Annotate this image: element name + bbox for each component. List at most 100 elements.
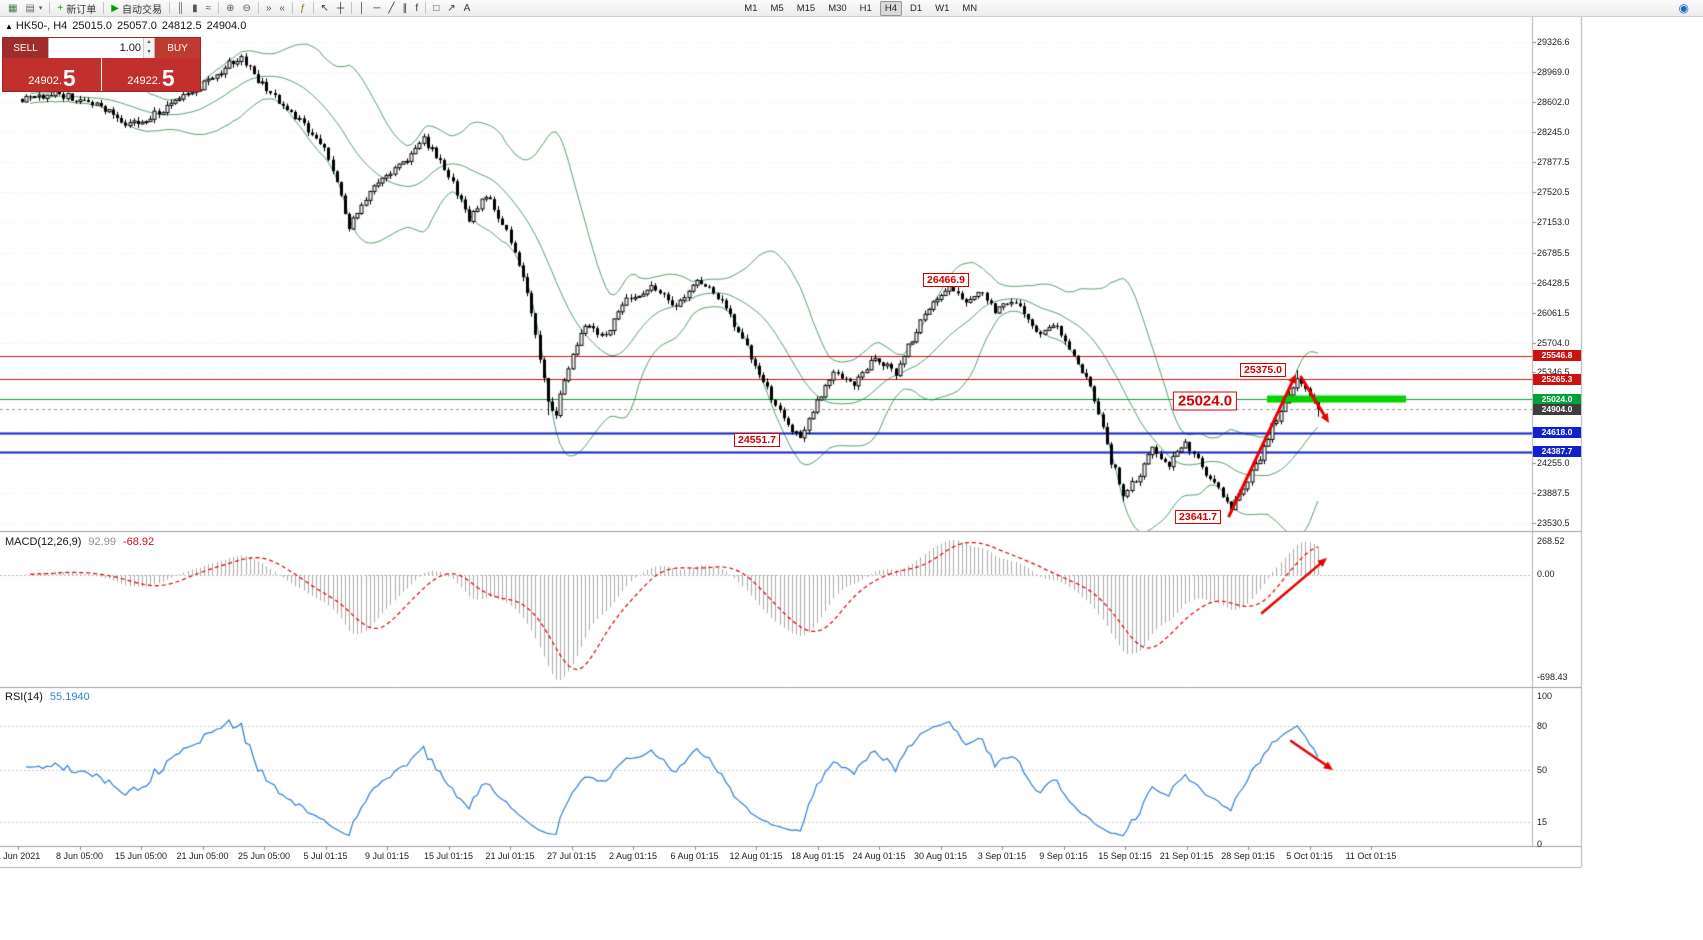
ohlc-open: 25015.0 — [72, 20, 113, 32]
timeframe-mn-button[interactable]: MN — [962, 2, 978, 14]
price-axis-label: 27877.5 — [1537, 157, 1570, 168]
macd-signal-value: -68.92 — [122, 536, 155, 548]
rsi-axis-label: 15 — [1537, 816, 1548, 827]
price-axis-label: 25346.5 — [1537, 367, 1570, 378]
toolbar-separator — [103, 2, 105, 14]
rsi-axis-label: 0 — [1537, 839, 1543, 849]
rsi-axis-label: 80 — [1537, 720, 1548, 731]
volume-increase-button[interactable]: ▲ — [144, 38, 154, 48]
time-axis-label: 3 Sep 01:15 — [977, 851, 1027, 861]
new-chart-button[interactable]: ▦ — [4, 1, 21, 16]
time-axis-label: 9 Sep 01:15 — [1039, 851, 1088, 861]
timeframe-h4-button[interactable]: H4 — [879, 0, 902, 16]
horizontal-line-button[interactable]: ─ — [369, 1, 384, 16]
chart-shift-button[interactable]: « — [275, 1, 289, 16]
toolbar-separator — [351, 2, 353, 14]
cursor-icon: ↖ — [320, 2, 329, 14]
timeframe-h1-button[interactable]: H1 — [859, 2, 872, 14]
timeframe-m1-button[interactable]: M1 — [744, 2, 758, 14]
toolbar-separator — [257, 2, 259, 14]
price-tag: 25024.0 — [1533, 393, 1581, 405]
vertical-line-icon: │ — [359, 2, 366, 14]
new-order-button[interactable]: + 新订单 — [53, 1, 100, 16]
ohlc-close: 24904.0 — [206, 20, 247, 32]
text-button[interactable]: A — [460, 1, 475, 16]
zoom-out-icon: ⊖ — [242, 2, 251, 14]
one-click-expander-icon[interactable]: ▲ — [5, 22, 13, 31]
rsi-name: RSI(14) — [5, 691, 43, 703]
buy-price-display[interactable]: 24922. 5 — [102, 58, 200, 91]
time-axis-label: 21 Sep 01:15 — [1159, 851, 1214, 861]
crosshair-button[interactable]: ┼ — [333, 1, 348, 16]
line-chart-button[interactable]: ≈ — [202, 1, 216, 16]
macd-indicator-label: MACD(12,26,9) 92.99 -68.92 — [5, 536, 161, 548]
time-axis-label: 1 Jun 2021 — [0, 851, 41, 861]
price-annotation[interactable]: 23641.7 — [1175, 510, 1221, 524]
chart-shift-icon: « — [279, 2, 285, 14]
macd-main-value: 92.99 — [88, 536, 116, 548]
price-axis-label: 23887.5 — [1537, 488, 1570, 499]
cursor-button[interactable]: ↖ — [317, 1, 333, 16]
zoom-in-button[interactable]: ⊕ — [222, 1, 238, 16]
indicators-button[interactable]: ƒ — [296, 1, 310, 16]
timeframe-m5-button[interactable]: M5 — [770, 2, 784, 14]
indicators-icon: ƒ — [299, 2, 306, 14]
timeframe-d1-button[interactable]: D1 — [909, 2, 923, 14]
price-annotation[interactable]: 25375.0 — [1240, 363, 1286, 377]
price-tag: 25546.8 — [1533, 350, 1581, 362]
buy-button[interactable]: BUY — [155, 38, 200, 58]
sell-button[interactable]: SELL — [3, 38, 48, 58]
candlestick-chart-button[interactable]: ▮ — [188, 1, 202, 16]
fibonacci-icon: f — [415, 2, 419, 14]
equidistant-channel-icon: ∥ — [402, 2, 408, 14]
time-axis-label: 21 Jul 01:15 — [485, 851, 535, 861]
bars-chart-button[interactable]: ║ — [173, 1, 188, 16]
price-axis-label: 26785.5 — [1537, 247, 1570, 258]
equidistant-channel-button[interactable]: ∥ — [398, 1, 411, 16]
sell-price-pip: 5 — [62, 65, 76, 91]
volume-field: ▲ ▼ — [48, 38, 155, 58]
arrows-button[interactable]: ↗ — [443, 1, 459, 16]
timeframe-w1-button[interactable]: W1 — [935, 2, 950, 14]
one-click-trading-panel: SELL ▲ ▼ BUY 24902.5 24922.5 — [2, 37, 201, 92]
fibonacci-button[interactable]: f — [411, 1, 422, 16]
volume-input[interactable] — [49, 38, 154, 58]
volume-decrease-button[interactable]: ▼ — [144, 48, 154, 58]
sell-price-main: 24902. — [28, 75, 62, 87]
price-tag: 25265.3 — [1533, 373, 1581, 385]
vertical-line-button[interactable]: │ — [355, 1, 369, 16]
toolbar-separator — [291, 2, 293, 14]
auto-scroll-button[interactable]: » — [262, 1, 276, 16]
price-axis-label: 28602.0 — [1537, 97, 1570, 108]
time-axis-label: 15 Jul 01:15 — [423, 851, 474, 861]
price-axis-label: 26061.5 — [1537, 307, 1570, 318]
sell-price-display[interactable]: 24902. 5 — [3, 58, 101, 91]
auto-scroll-icon: » — [265, 2, 272, 14]
rsi-axis-label: 100 — [1537, 691, 1553, 701]
price-axis-label: 28245.0 — [1537, 126, 1570, 137]
shapes-icon: □ — [433, 2, 440, 14]
chart-symbol-timeframe: HK50-, H4 — [15, 20, 68, 32]
community-icon[interactable]: ◉ — [1678, 0, 1689, 15]
price-axis-label: 27153.0 — [1537, 217, 1570, 228]
profiles-button[interactable]: ▤ ▾ — [21, 1, 46, 16]
price-annotation[interactable]: 24551.7 — [734, 433, 780, 447]
price-annotation[interactable]: 25024.0 — [1172, 391, 1238, 411]
profiles-icon: ▤ — [25, 2, 35, 14]
zoom-out-button[interactable]: ⊖ — [238, 1, 254, 16]
shapes-button[interactable]: □ — [429, 1, 443, 16]
rsi-axis-label: 50 — [1537, 765, 1548, 775]
toolbar-separator — [425, 2, 427, 14]
timeframe-m15-button[interactable]: M15 — [796, 2, 816, 14]
timeframe-m30-button[interactable]: M30 — [828, 2, 847, 14]
timeframe-toolbar: M1 M5 M15 M30 H1 H4 D1 W1 MN — [739, 0, 982, 16]
time-axis-label: 6 Aug 01:15 — [670, 851, 719, 861]
autotrading-button[interactable]: ▶ 自动交易 — [107, 1, 166, 16]
time-axis-label: 8 Jun 05:00 — [55, 851, 104, 861]
toolbar-separator — [168, 2, 170, 14]
arrows-icon: ↗ — [447, 2, 456, 14]
candlestick-chart-icon: ▮ — [192, 2, 198, 14]
trendline-button[interactable]: ╱ — [384, 1, 398, 16]
price-annotation[interactable]: 26466.9 — [923, 273, 969, 287]
